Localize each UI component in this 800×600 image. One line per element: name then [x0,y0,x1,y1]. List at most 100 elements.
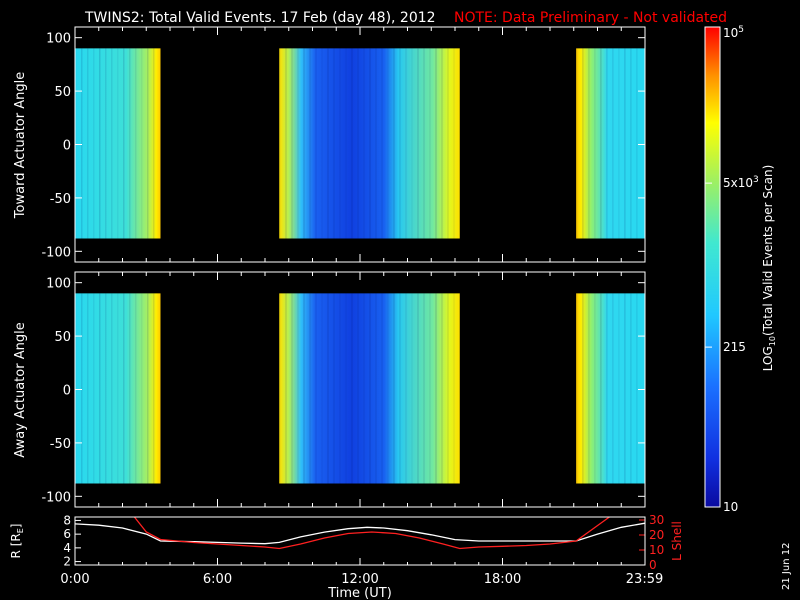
heatmap-stripe [333,48,335,239]
y-tick-label: 50 [54,85,71,100]
heatmap-stripe [129,293,131,484]
heatmap-stripe [429,293,431,484]
heatmap-stripe [327,293,329,484]
heatmap-stripe [309,48,311,239]
heatmap-stripe [309,293,311,484]
lshell-ylabel: L Shell [670,521,684,561]
heatmap-stripe [321,293,323,484]
lshell-tick-label: 20 [649,528,664,542]
y-tick-label: 0 [63,139,71,154]
heatmap-stripe [75,293,77,484]
heatmap-stripe [375,293,377,484]
date-stamp: 21 Jun 12 [781,543,792,590]
position-panel-frame [74,516,646,566]
colorbar-tick-label: 105 [723,25,744,40]
heatmap-stripe [129,48,131,239]
heatmap-stripe [612,293,614,484]
colorbar-tick-label: 215 [723,340,746,354]
heatmap-stripe [297,293,299,484]
colorbar-label: LOG10(Total Valid Events per Scan) [761,165,777,372]
heatmap-stripe [141,48,143,239]
time-tick-label: 12:00 [341,572,378,587]
heatmap-stripe [345,48,347,239]
heatmap-stripe [618,293,620,484]
heatmap-stripe [111,293,113,484]
heatmap-stripe [339,293,341,484]
heatmap-stripe [315,293,317,484]
heatmap-stripe [153,48,155,239]
heatmap-stripe [423,293,425,484]
y-tick-label: 0 [63,384,71,399]
heatmap-stripe [453,293,455,484]
y-tick-label: 100 [46,32,71,47]
heatmap-segment [576,48,645,239]
away-ylabel: Away Actuator Angle [13,322,28,457]
heatmap-stripe [279,48,281,239]
heatmap-stripe [600,293,602,484]
heatmap-segment [75,293,161,484]
chart-title: TWINS2: Total Valid Events. 17 Feb (day … [84,10,436,26]
heatmap-segment [279,293,460,484]
y-tick-label: -100 [41,245,71,260]
heatmap-stripe [594,48,596,239]
lshell-line [133,516,610,550]
heatmap-stripe [123,293,125,484]
heatmap-stripe [417,293,419,484]
lshell-tick-label: 10 [649,543,664,557]
heatmap-segment [576,293,645,484]
heatmap-stripe [399,48,401,239]
heatmap-stripe [381,48,383,239]
heatmap-stripe [447,48,449,239]
heatmap-segment [75,48,161,239]
heatmap-stripe [285,293,287,484]
heatmap-stripe [369,293,371,484]
heatmap-stripe [345,293,347,484]
heatmap-stripe [636,293,638,484]
heatmap-stripe [393,293,395,484]
away-angle-panel: 100 50 0 -50 -100 [41,272,646,507]
heatmap-stripe [93,48,95,239]
heatmap-stripe [111,48,113,239]
time-xlabel: Time (UT) [327,586,392,600]
r-tick-label: 2 [63,555,71,569]
heatmap-stripe [363,293,365,484]
toward-angle-panel: 100 50 0 -50 -100 [41,27,646,262]
heatmap-stripe [405,48,407,239]
y-tick-label: 100 [46,277,71,292]
heatmap-stripe [363,48,365,239]
heatmap-stripe [576,48,578,239]
heatmap-stripe [624,293,626,484]
time-tick-label: 6:00 [203,572,232,587]
heatmap-stripe [606,293,608,484]
heatmap-stripe [582,293,584,484]
heatmap-stripe [606,48,608,239]
heatmap-stripe [612,48,614,239]
heatmap-stripe [327,48,329,239]
heatmap-stripe [279,293,281,484]
time-tick-label: 0:00 [60,572,89,587]
time-tick-label: 18:00 [484,572,521,587]
heatmap-stripe [582,48,584,239]
colorbar [704,26,721,508]
heatmap-stripe [285,48,287,239]
heatmap-stripe [291,48,293,239]
heatmap-stripe [387,293,389,484]
heatmap-stripe [447,293,449,484]
heatmap-stripe [600,48,602,239]
heatmap-stripe [303,293,305,484]
heatmap-stripe [630,293,632,484]
heatmap-stripe [441,293,443,484]
r-ylabel: R [RE] [9,524,25,559]
heatmap-stripe [387,48,389,239]
r-tick-label: 8 [63,513,71,527]
heatmap-stripe [453,48,455,239]
heatmap-stripe [141,293,143,484]
r-tick-label: 4 [63,541,71,555]
heatmap-stripe [399,293,401,484]
toward-panel-frame [74,26,646,263]
r-tick-label: 6 [63,527,71,541]
heatmap-stripe [87,48,89,239]
heatmap-stripe [135,293,137,484]
heatmap-stripe [81,293,83,484]
